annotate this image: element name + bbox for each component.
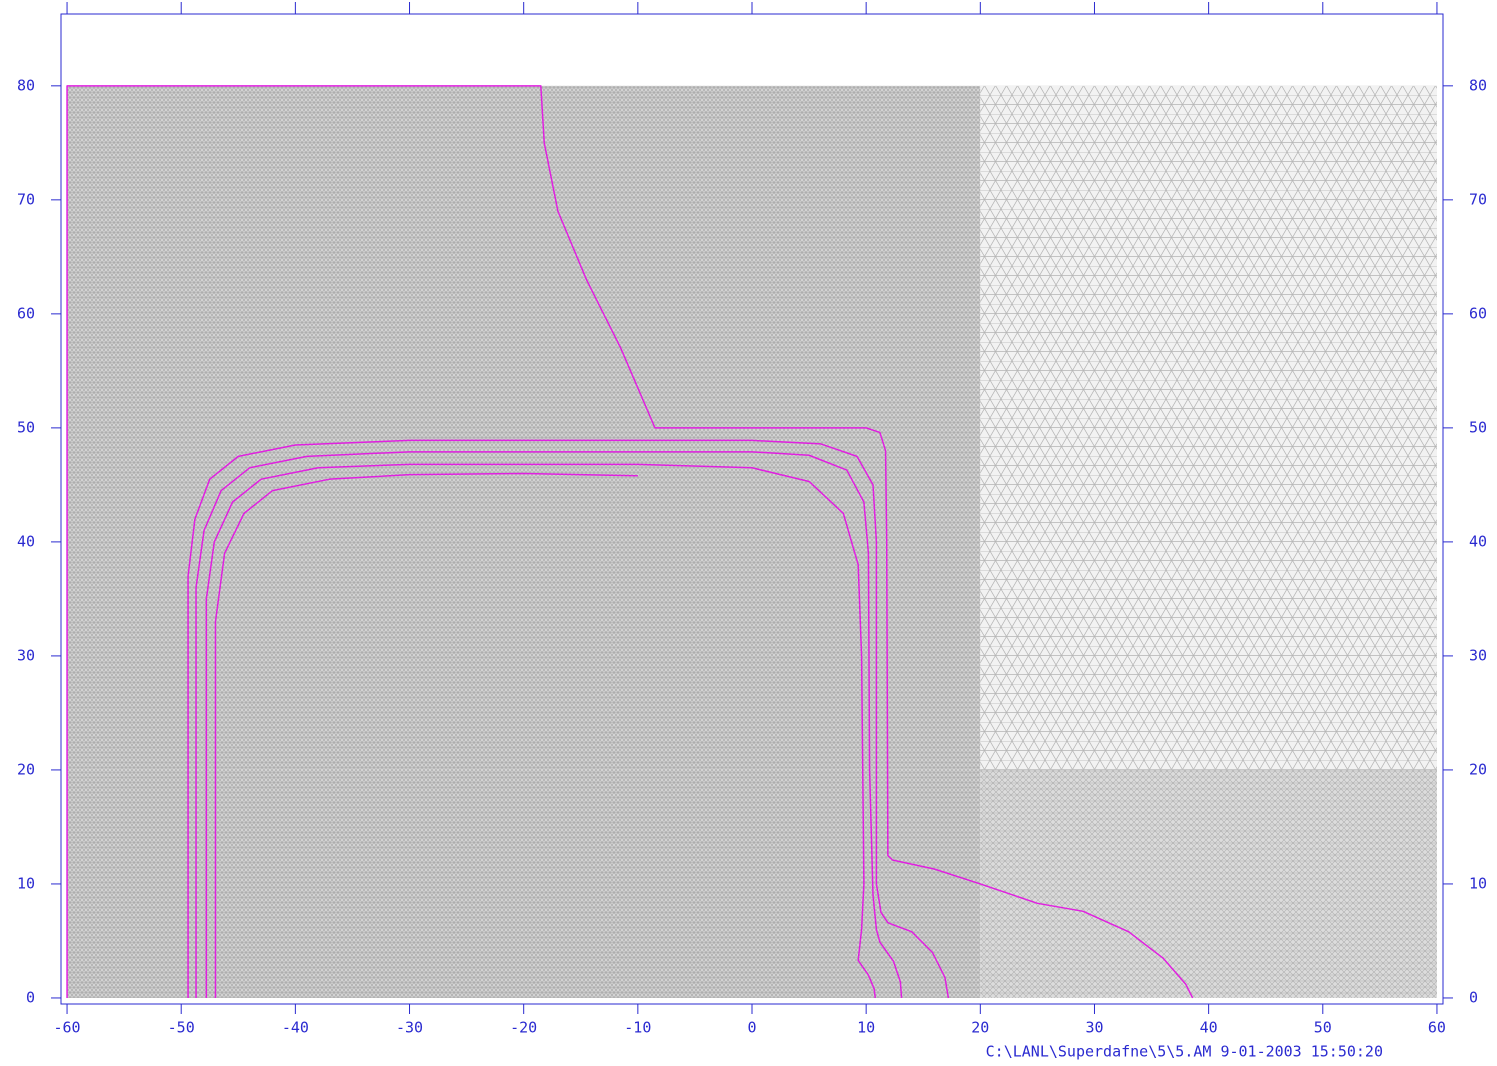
y-tick-label: 30 [17, 646, 35, 664]
x-tick-label: -50 [168, 1019, 195, 1037]
x-tick-label: 60 [1428, 1019, 1446, 1037]
page: -60 -50 -40 -30 -20 -10 0 10 20 30 40 50 60 0 0 10 10 20 2… [0, 0, 1497, 1066]
y-tick-label-right: 0 [1469, 988, 1478, 1006]
x-tick-label: -10 [624, 1019, 651, 1037]
mesh-region [980, 86, 1437, 770]
y-tick-label: 10 [17, 874, 35, 892]
x-tick-label: 50 [1314, 1019, 1332, 1037]
y-tick-label: 80 [17, 76, 35, 94]
x-tick-label: 30 [1085, 1019, 1103, 1037]
x-tick-label: -30 [396, 1019, 423, 1037]
y-tick-label-right: 30 [1469, 646, 1487, 664]
mesh-region [980, 770, 1437, 998]
y-tick-label-right: 40 [1469, 532, 1487, 550]
y-tick-label-right: 20 [1469, 760, 1487, 778]
x-tick-label: 40 [1200, 1019, 1218, 1037]
x-tick-label: -20 [510, 1019, 537, 1037]
y-tick-label: 40 [17, 532, 35, 550]
x-tick-label: 10 [857, 1019, 875, 1037]
y-tick-label-right: 10 [1469, 874, 1487, 892]
y-tick-label: 60 [17, 304, 35, 322]
mesh-region [67, 770, 980, 998]
x-tick-label: -60 [54, 1019, 81, 1037]
y-tick-label: 20 [17, 760, 35, 778]
chart: -60 -50 -40 -30 -20 -10 0 10 20 30 40 50 60 0 0 10 10 20 2… [0, 0, 1497, 1066]
x-tick-label: -40 [282, 1019, 309, 1037]
mesh-layer [67, 86, 1437, 998]
y-tick-label-right: 60 [1469, 304, 1487, 322]
y-tick-label: 50 [17, 418, 35, 436]
y-tick-label: 0 [26, 988, 35, 1006]
footer: C:\LANL\Superdafne\5\5.AM 9-01-2003 15:5… [986, 1043, 1383, 1061]
y-tick-label-right: 50 [1469, 418, 1487, 436]
y-tick-label-right: 70 [1469, 190, 1487, 208]
y-tick-label: 70 [17, 190, 35, 208]
y-tick-label-right: 80 [1469, 76, 1487, 94]
x-tick-label: 20 [971, 1019, 989, 1037]
x-tick-label: 0 [747, 1019, 756, 1037]
